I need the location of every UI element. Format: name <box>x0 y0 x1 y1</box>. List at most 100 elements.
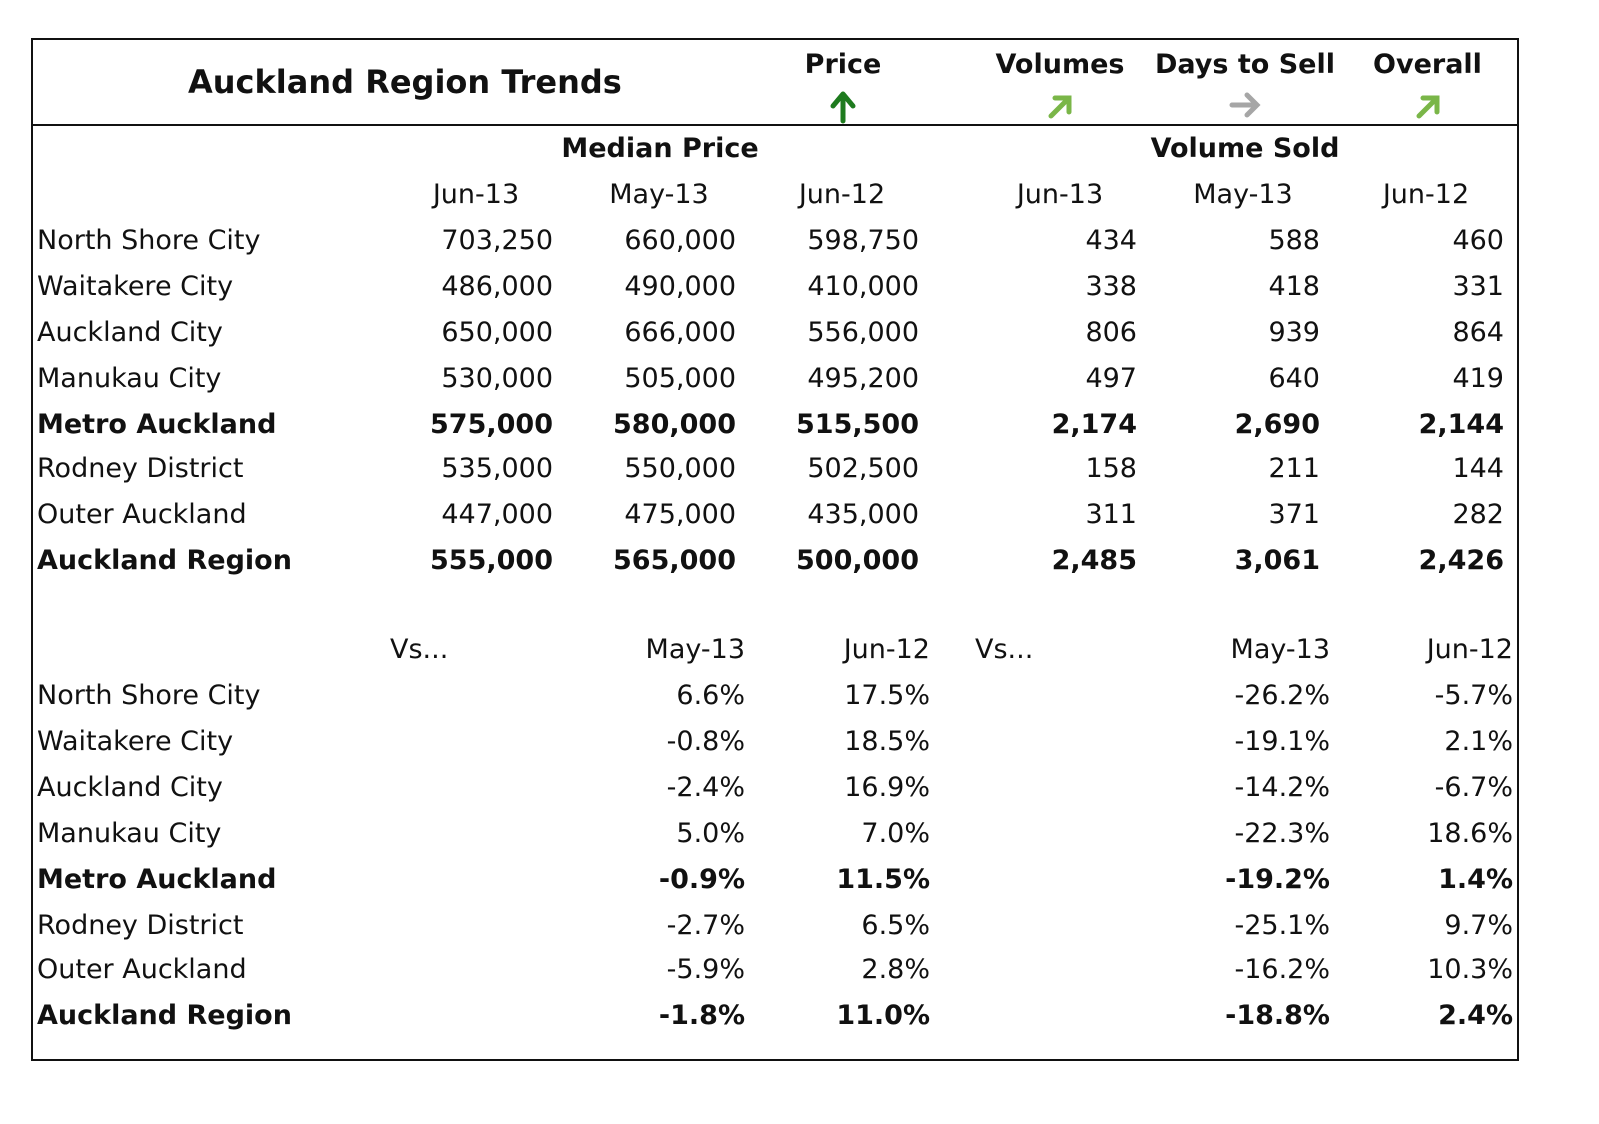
top-table-cell: 211 <box>1268 453 1320 484</box>
indicator-overall-label: Overall <box>1373 49 1482 80</box>
top-table-cell: 2,144 <box>1418 409 1504 440</box>
top-table-cell: 502,500 <box>807 453 919 484</box>
bottom-row-label: Auckland City <box>37 772 223 803</box>
volumes-arrow-up-right-icon <box>1048 95 1072 119</box>
top-table-cell: 311 <box>1085 499 1137 530</box>
indicator-volumes-label: Volumes <box>995 49 1125 80</box>
bottom-table-cell: -22.3% <box>1234 818 1330 849</box>
bottom-col-volume-may13: May-13 <box>1230 634 1330 665</box>
top-table-cell: 497 <box>1085 363 1137 394</box>
days-to-sell-arrow-right-icon <box>1229 92 1261 118</box>
top-table-cell: 158 <box>1085 453 1137 484</box>
top-table-cell: 371 <box>1268 499 1320 530</box>
top-table-cell: 565,000 <box>613 545 736 576</box>
top-table-cell: 505,000 <box>624 363 736 394</box>
bottom-col-price-may13: May-13 <box>645 634 745 665</box>
bottom-table-cell: 10.3% <box>1427 954 1513 985</box>
bottom-table-cell: -16.2% <box>1234 954 1330 985</box>
bottom-row-label: Metro Auckland <box>37 864 277 895</box>
bottom-table-cell: -2.4% <box>666 772 745 803</box>
top-col-median-jun13: Jun-13 <box>432 179 520 210</box>
bottom-table-cell: 18.6% <box>1427 818 1513 849</box>
top-table-cell: 660,000 <box>624 225 736 256</box>
volume-sold-header: Volume Sold <box>1150 133 1340 164</box>
top-table-cell: 418 <box>1268 271 1320 302</box>
page-title: Auckland Region Trends <box>188 63 622 101</box>
bottom-table-cell: -5.7% <box>1434 680 1513 711</box>
top-table-cell: 3,061 <box>1234 545 1320 576</box>
top-table-cell: 864 <box>1452 317 1504 348</box>
top-table-cell: 650,000 <box>441 317 553 348</box>
price-arrow-up-icon <box>830 91 856 124</box>
top-table-cell: 939 <box>1268 317 1320 348</box>
top-table-cell: 555,000 <box>430 545 553 576</box>
top-row-label: Metro Auckland <box>37 409 277 440</box>
bottom-table-cell: -26.2% <box>1234 680 1330 711</box>
bottom-table-cell: 2.4% <box>1438 1000 1513 1031</box>
table-frame <box>31 38 1519 1061</box>
top-table-cell: 640 <box>1268 363 1320 394</box>
bottom-row-label: Auckland Region <box>37 1000 292 1031</box>
bottom-table-cell: 16.9% <box>844 772 930 803</box>
bottom-col-volume-jun12: Jun-12 <box>1426 634 1513 665</box>
top-table-cell: 2,485 <box>1051 545 1137 576</box>
top-table-cell: 500,000 <box>796 545 919 576</box>
top-table-cell: 495,200 <box>807 363 919 394</box>
bottom-table-cell: -19.2% <box>1225 864 1330 895</box>
bottom-table-cell: -0.9% <box>658 864 745 895</box>
bottom-row-label: Manukau City <box>37 818 222 849</box>
top-table-cell: 410,000 <box>807 271 919 302</box>
top-table-cell: 550,000 <box>624 453 736 484</box>
top-table-cell: 338 <box>1085 271 1137 302</box>
bottom-table-cell: 18.5% <box>844 726 930 757</box>
top-table-cell: 575,000 <box>430 409 553 440</box>
top-table-cell: 435,000 <box>807 499 919 530</box>
bottom-table-cell: -1.8% <box>658 1000 745 1031</box>
indicator-price-label: Price <box>804 49 882 80</box>
top-table-cell: 144 <box>1452 453 1504 484</box>
top-table-cell: 419 <box>1452 363 1504 394</box>
top-table-cell: 2,174 <box>1051 409 1137 440</box>
bottom-table-cell: 17.5% <box>844 680 930 711</box>
bottom-table-cell: -18.8% <box>1225 1000 1330 1031</box>
top-table-cell: 282 <box>1452 499 1504 530</box>
top-table-cell: 447,000 <box>441 499 553 530</box>
top-table-cell: 703,250 <box>441 225 553 256</box>
bottom-table-cell: -14.2% <box>1234 772 1330 803</box>
top-table-cell: 598,750 <box>807 225 919 256</box>
top-table-cell: 490,000 <box>624 271 736 302</box>
bottom-table-cell: 1.4% <box>1438 864 1513 895</box>
top-table-cell: 535,000 <box>441 453 553 484</box>
indicator-days-to-sell-label: Days to Sell <box>1155 49 1335 80</box>
vs-label-price: Vs... <box>390 634 449 665</box>
bottom-table-cell: 7.0% <box>861 818 930 849</box>
top-table-cell: 556,000 <box>807 317 919 348</box>
top-row-label: Waitakere City <box>37 271 234 302</box>
top-table-cell: 2,426 <box>1418 545 1504 576</box>
top-table-cell: 580,000 <box>613 409 736 440</box>
top-col-median-jun12: Jun-12 <box>798 179 886 210</box>
top-table-cell: 588 <box>1268 225 1320 256</box>
bottom-row-label: Rodney District <box>37 910 244 941</box>
overall-arrow-up-right-icon <box>1416 95 1440 119</box>
bottom-table-cell: -0.8% <box>666 726 745 757</box>
bottom-table-cell: 6.5% <box>861 910 930 941</box>
top-row-label: Auckland City <box>37 317 223 348</box>
top-table-cell: 460 <box>1452 225 1504 256</box>
top-row-label: North Shore City <box>37 225 261 256</box>
bottom-table-cell: 11.0% <box>836 1000 930 1031</box>
top-row-label: Outer Auckland <box>37 499 247 530</box>
top-row-label: Auckland Region <box>37 545 292 576</box>
top-col-volume-jun13: Jun-13 <box>1016 179 1104 210</box>
vs-label-volume: Vs... <box>975 634 1034 665</box>
bottom-table-cell: -19.1% <box>1234 726 1330 757</box>
top-table-cell: 434 <box>1085 225 1137 256</box>
bottom-col-price-jun12: Jun-12 <box>843 634 930 665</box>
top-table-cell: 475,000 <box>624 499 736 530</box>
top-table-cell: 486,000 <box>441 271 553 302</box>
bottom-table-cell: -6.7% <box>1434 772 1513 803</box>
median-price-header: Median Price <box>561 133 759 164</box>
top-col-volume-jun12: Jun-12 <box>1382 179 1470 210</box>
bottom-table-cell: 9.7% <box>1444 910 1513 941</box>
top-col-volume-may13: May-13 <box>1193 179 1293 210</box>
